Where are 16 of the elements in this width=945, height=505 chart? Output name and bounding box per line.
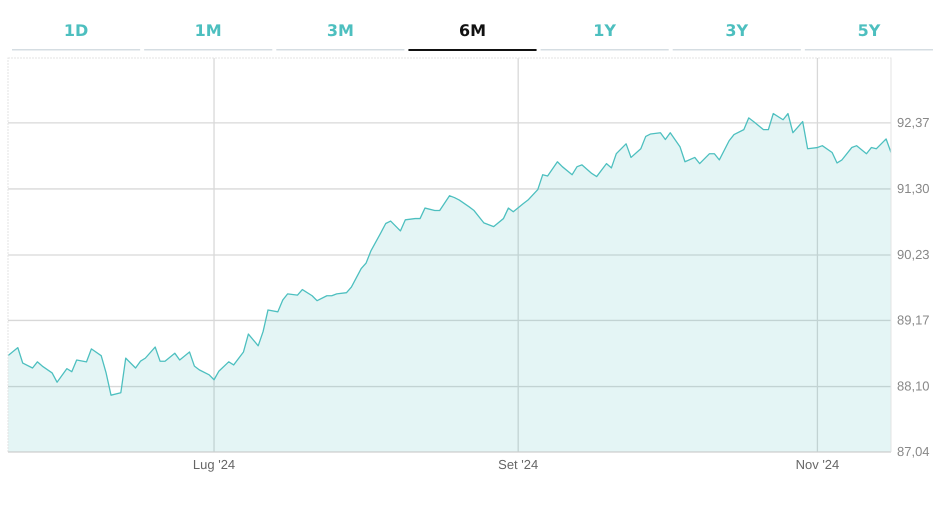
y-tick-label: 89,17 [897,312,930,328]
x-tick-label: Nov '24 [796,457,840,472]
y-tick-label: 91,30 [897,181,930,196]
x-tick-label: Lug '24 [192,457,236,472]
x-tick-label: Set '24 [498,457,538,472]
y-tick-label: 92,37 [897,115,930,130]
text: 3M [326,21,354,40]
y-tick-label: 87,04 [897,444,930,460]
text: 1M [194,21,222,40]
text: 3Y [725,21,749,40]
y-tick-label: 90,23 [897,247,930,262]
text: 1Y [593,21,616,40]
text: 1D [64,21,88,40]
text: 5Y [858,21,881,40]
text: 6M [458,21,486,40]
y-tick-label: 88,10 [897,378,930,394]
